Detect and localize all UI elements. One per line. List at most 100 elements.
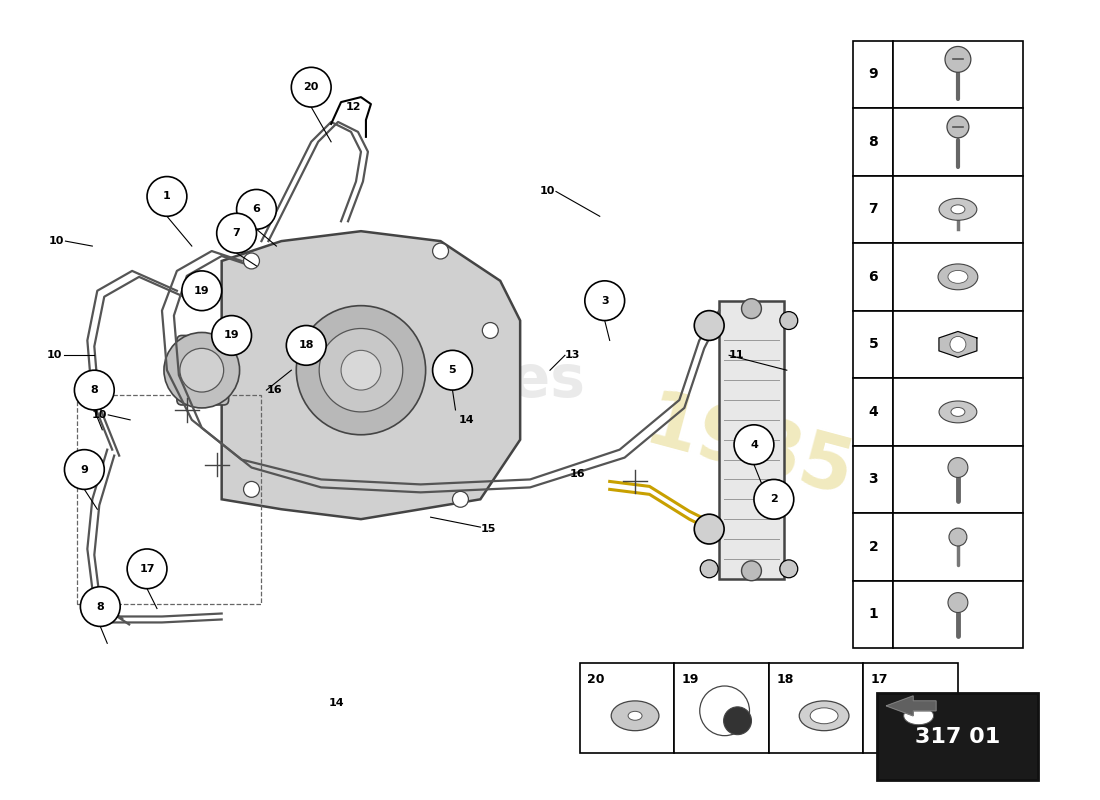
Bar: [893, 108, 1023, 175]
Polygon shape: [887, 696, 936, 716]
Ellipse shape: [811, 708, 838, 724]
Circle shape: [948, 593, 968, 613]
Circle shape: [452, 491, 469, 507]
Text: 4: 4: [750, 440, 758, 450]
Circle shape: [754, 479, 794, 519]
Circle shape: [296, 306, 426, 434]
Text: 11: 11: [729, 350, 745, 360]
Circle shape: [432, 350, 472, 390]
FancyBboxPatch shape: [878, 693, 1037, 780]
Bar: [893, 243, 1023, 310]
Text: 16: 16: [266, 385, 282, 395]
Circle shape: [80, 586, 120, 626]
Ellipse shape: [939, 401, 977, 423]
Circle shape: [741, 561, 761, 581]
Bar: [854, 310, 893, 378]
Circle shape: [694, 514, 724, 544]
Ellipse shape: [800, 701, 849, 730]
Text: 3: 3: [869, 473, 878, 486]
Text: 19: 19: [682, 673, 698, 686]
Text: 5: 5: [869, 338, 878, 351]
Text: 10: 10: [92, 410, 107, 420]
Ellipse shape: [952, 205, 965, 214]
Text: 9: 9: [869, 67, 878, 82]
Circle shape: [341, 350, 381, 390]
Text: 12: 12: [346, 102, 362, 112]
Circle shape: [741, 298, 761, 318]
Bar: [77, 395, 262, 603]
Bar: [864, 663, 958, 753]
Circle shape: [948, 458, 968, 478]
Ellipse shape: [893, 700, 945, 732]
Bar: [893, 175, 1023, 243]
Bar: [893, 310, 1023, 378]
Bar: [854, 41, 893, 108]
Ellipse shape: [612, 701, 659, 730]
Bar: [854, 175, 893, 243]
Circle shape: [950, 337, 966, 352]
Text: 5: 5: [449, 366, 456, 375]
Circle shape: [243, 482, 260, 498]
Circle shape: [734, 425, 774, 465]
Text: 13: 13: [565, 350, 581, 360]
Circle shape: [482, 322, 498, 338]
Bar: [769, 663, 864, 753]
Circle shape: [236, 190, 276, 229]
Text: 18: 18: [298, 340, 314, 350]
Ellipse shape: [904, 707, 934, 725]
Circle shape: [65, 450, 104, 490]
Text: 8: 8: [869, 135, 878, 149]
Text: 14: 14: [329, 698, 344, 708]
Text: 14: 14: [459, 415, 474, 425]
Text: 10: 10: [540, 186, 556, 197]
Text: 317 01: 317 01: [915, 726, 1001, 746]
Ellipse shape: [952, 407, 965, 416]
Circle shape: [947, 116, 969, 138]
Text: 17: 17: [140, 564, 155, 574]
Text: 20: 20: [304, 82, 319, 92]
Polygon shape: [222, 231, 520, 519]
Bar: [854, 514, 893, 581]
Bar: [854, 243, 893, 310]
Bar: [854, 446, 893, 514]
Text: 3: 3: [601, 296, 608, 306]
Text: 19: 19: [194, 286, 210, 296]
Text: 20: 20: [587, 673, 605, 686]
Circle shape: [243, 253, 260, 269]
Circle shape: [945, 46, 971, 72]
Bar: [893, 446, 1023, 514]
Text: 1: 1: [869, 607, 878, 622]
Text: 10: 10: [50, 236, 65, 246]
Circle shape: [701, 560, 718, 578]
Text: 18: 18: [777, 673, 793, 686]
Text: 2: 2: [770, 494, 778, 504]
Circle shape: [292, 67, 331, 107]
Ellipse shape: [939, 198, 977, 220]
Bar: [580, 663, 674, 753]
Circle shape: [217, 214, 256, 253]
Text: 7: 7: [869, 202, 878, 216]
FancyBboxPatch shape: [719, 301, 784, 578]
Bar: [893, 514, 1023, 581]
Bar: [893, 41, 1023, 108]
Polygon shape: [939, 331, 977, 358]
Text: 16: 16: [570, 470, 585, 479]
Bar: [854, 378, 893, 446]
Text: 10: 10: [47, 350, 63, 360]
Text: 6: 6: [869, 270, 878, 284]
Circle shape: [949, 528, 967, 546]
Text: 2: 2: [869, 540, 878, 554]
Text: 6: 6: [253, 204, 261, 214]
Text: 17: 17: [870, 673, 888, 686]
Text: eurospares: eurospares: [217, 352, 585, 409]
Circle shape: [724, 707, 751, 734]
Text: 19: 19: [223, 330, 240, 341]
Text: 8: 8: [97, 602, 104, 611]
Text: 1: 1: [163, 191, 170, 202]
Ellipse shape: [628, 711, 642, 720]
Text: 9: 9: [80, 465, 88, 474]
Circle shape: [164, 333, 240, 408]
Bar: [893, 378, 1023, 446]
Circle shape: [147, 177, 187, 216]
Circle shape: [128, 549, 167, 589]
